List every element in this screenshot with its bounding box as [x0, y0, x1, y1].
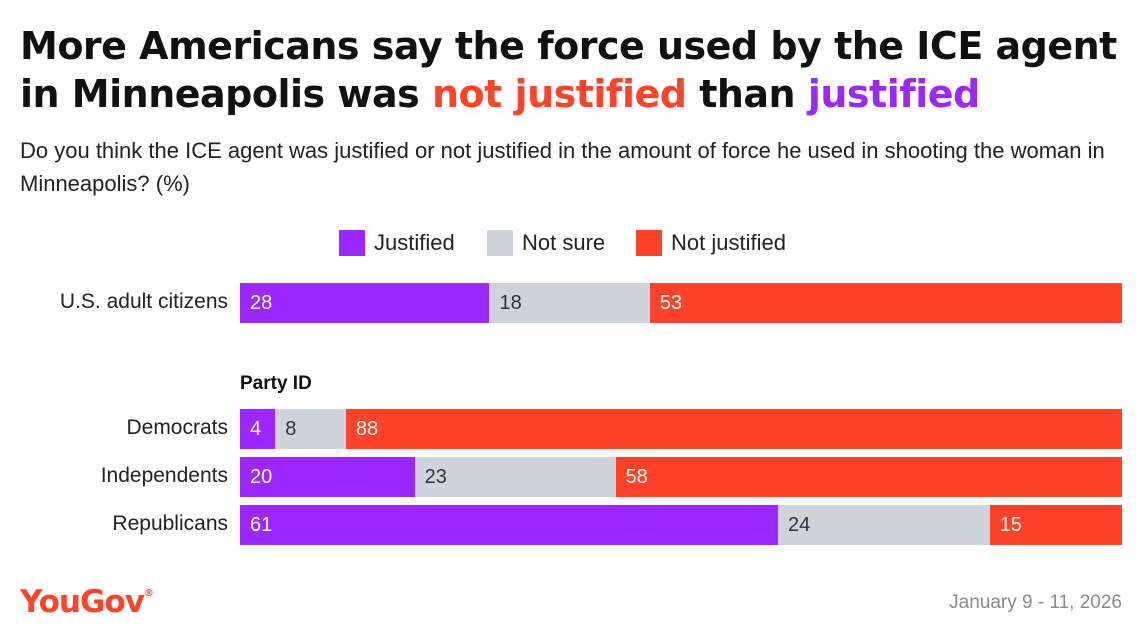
bar-segment-not-sure-u-s-adult-citizens: [489, 283, 651, 323]
bar-u-s-adult-citizens: 28 18 53: [240, 283, 1123, 323]
title-highlight-justified: justified: [807, 72, 980, 116]
legend-label-not-sure: Not sure: [522, 230, 606, 255]
legend: Justified Not sure Not justified: [0, 228, 1144, 258]
data-label-not-justified-u-s-adult-citizens: 53: [659, 292, 683, 314]
legend-item-not-sure: Not sure: [487, 228, 605, 258]
data-label-justified-democrats: 4: [250, 418, 262, 440]
yougov-logo: YouGov®: [20, 584, 154, 620]
bar-segment-not-sure-republicans: [778, 505, 991, 545]
data-label-not-sure-republicans: 24: [788, 514, 811, 536]
data-label-not-justified-independents: 58: [625, 466, 648, 488]
bar-segment-justified-independents: [240, 457, 416, 497]
legend-item-not-justified: Not justified: [636, 228, 786, 258]
bar-segment-not-sure-democrats: [275, 409, 347, 449]
row-label-independents: Independents: [100, 464, 228, 487]
row-label-u-s-adult-citizens: U.S. adult citizens: [59, 290, 228, 313]
data-label-not-sure-u-s-adult-citizens: 18: [499, 292, 522, 314]
title-part-2: than: [686, 72, 808, 116]
row-label-republicans: Republicans: [112, 512, 228, 535]
logo-registered-mark: ®: [143, 588, 154, 599]
bar-segment-not-justified-independents: [615, 457, 1123, 497]
title-highlight-not-justified: not justified: [431, 72, 687, 116]
legend-item-justified: Justified: [339, 228, 455, 258]
data-label-not-sure-democrats: 8: [285, 418, 297, 440]
survey-date: January 9 - 11, 2026: [949, 592, 1122, 613]
legend-swatch-justified: [339, 230, 365, 256]
bar-segment-not-justified-republicans: [989, 505, 1123, 545]
bar-independents: 20 23 58: [240, 457, 1123, 497]
legend-swatch-not-sure: [487, 230, 513, 256]
data-label-not-sure-independents: 23: [424, 466, 447, 488]
group-label-party-id: Party ID: [240, 373, 312, 394]
legend-label-justified: Justified: [374, 230, 455, 255]
bar-segment-not-justified-u-s-adult-citizens: [649, 283, 1123, 323]
bar-segment-not-sure-independents: [414, 457, 616, 497]
bar-republicans: 61 24 15: [240, 505, 1123, 545]
data-label-justified-independents: 20: [250, 466, 273, 488]
logo-text: YouGov: [20, 584, 145, 620]
bar-segment-justified-republicans: [240, 505, 779, 545]
bar-segment-justified-u-s-adult-citizens: [240, 283, 490, 323]
chart-subtitle: Do you think the ICE agent was justified…: [20, 138, 1105, 196]
title-part-1: More Americans say the force used by the…: [20, 24, 1117, 116]
data-label-justified-republicans: 61: [250, 514, 273, 536]
legend-label-not-justified: Not justified: [671, 230, 786, 255]
bar-segment-not-justified-democrats: [345, 409, 1123, 449]
legend-swatch-not-justified: [636, 230, 662, 256]
data-label-justified-u-s-adult-citizens: 28: [250, 292, 273, 314]
bar-segment-justified-democrats: [240, 409, 276, 449]
data-label-not-justified-democrats: 88: [355, 418, 379, 440]
chart-title: More Americans say the force used by the…: [20, 22, 1130, 118]
data-label-not-justified-republicans: 15: [999, 514, 1022, 536]
bar-democrats: 4 8 88: [240, 409, 1123, 449]
row-label-democrats: Democrats: [126, 416, 228, 439]
